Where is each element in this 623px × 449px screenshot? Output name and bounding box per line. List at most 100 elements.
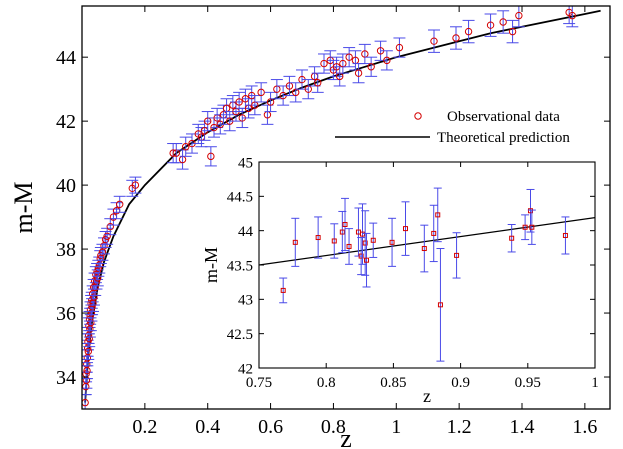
- data-point: [170, 143, 183, 164]
- data-point: [561, 216, 570, 255]
- data-marker: [292, 88, 300, 97]
- data-marker: [431, 230, 437, 236]
- data-marker: [430, 37, 438, 45]
- data-point: [201, 111, 214, 132]
- data-point: [420, 224, 429, 273]
- data-marker: [172, 149, 180, 157]
- data-marker: [358, 253, 364, 259]
- data-marker: [257, 88, 265, 97]
- data-layer: [259, 187, 595, 362]
- data-marker: [568, 11, 576, 20]
- data-marker: [529, 224, 535, 230]
- data-marker: [421, 246, 427, 252]
- data-marker: [88, 302, 96, 311]
- data-point: [204, 146, 217, 167]
- data-marker: [364, 257, 370, 263]
- data-marker: [464, 27, 473, 36]
- data-marker: [304, 85, 312, 93]
- data-point: [393, 37, 406, 58]
- legend-marker-observations: [414, 112, 422, 120]
- plot-frame: [81, 5, 611, 410]
- theory-curve: [259, 217, 595, 266]
- x-tick-label: 1: [391, 416, 401, 438]
- data-layer: [82, 6, 601, 409]
- data-marker: [345, 53, 353, 61]
- data-marker: [331, 238, 337, 244]
- x-tick-label: 0.8: [321, 416, 346, 438]
- y-axis-title: m-M: [9, 182, 38, 234]
- data-point: [336, 53, 349, 74]
- x-tick-label: 0.95: [515, 375, 541, 391]
- x-tick-label: 1.4: [510, 416, 535, 438]
- data-marker: [383, 56, 391, 65]
- data-point: [220, 98, 233, 119]
- x-tick-label: 0.2: [132, 416, 157, 438]
- y-tick-label: 42: [56, 111, 76, 133]
- data-point: [113, 195, 126, 213]
- data-point: [512, 6, 525, 28]
- data-point: [566, 6, 579, 28]
- data-point: [302, 79, 315, 100]
- data-marker: [106, 222, 114, 231]
- data-marker: [522, 224, 528, 230]
- data-point: [365, 56, 378, 77]
- data-marker: [94, 264, 103, 272]
- data-point: [248, 95, 261, 116]
- y-tick-label: 34: [56, 367, 76, 389]
- x-tick-label: 0.4: [195, 416, 220, 438]
- data-point: [270, 79, 283, 100]
- data-point: [186, 133, 198, 154]
- data-marker: [103, 232, 111, 240]
- data-marker: [116, 200, 124, 209]
- data-marker: [361, 50, 369, 58]
- data-point: [345, 228, 354, 265]
- data-marker: [235, 98, 243, 106]
- data-marker: [515, 11, 523, 20]
- x-tick-label: 1: [591, 375, 599, 391]
- data-marker: [204, 117, 212, 125]
- data-point: [283, 75, 296, 97]
- data-point: [462, 19, 475, 44]
- data-marker: [389, 239, 395, 245]
- data-point: [433, 187, 442, 243]
- y-tick-label: 40: [56, 175, 76, 197]
- data-point: [507, 223, 516, 253]
- data-marker: [251, 101, 259, 109]
- y-tick-label: 42.5: [227, 327, 253, 343]
- data-marker: [362, 240, 368, 246]
- data-marker: [83, 366, 91, 375]
- y-tick-label: 44: [238, 224, 254, 240]
- data-point: [369, 222, 378, 258]
- data-marker: [207, 152, 215, 161]
- data-point: [126, 179, 139, 197]
- legend-label-observations: Observational data: [447, 109, 560, 125]
- data-marker: [182, 143, 190, 151]
- data-point: [374, 40, 387, 61]
- x-axis-title: z: [340, 424, 352, 449]
- data-point: [436, 248, 445, 362]
- data-point: [521, 214, 530, 241]
- y-tick-label: 38: [56, 239, 76, 261]
- data-marker: [435, 212, 441, 218]
- data-point: [179, 136, 192, 157]
- data-marker: [85, 334, 93, 343]
- data-marker: [87, 318, 95, 327]
- data-point: [357, 237, 366, 276]
- inset-plot: 0.75 0.8 0.85 0.9 0.95 1 42 42.5 43 43.5 44 44.5 45 z…: [201, 155, 599, 406]
- data-point: [330, 223, 339, 259]
- data-point: [264, 91, 277, 113]
- data-marker: [266, 98, 275, 106]
- data-point: [380, 50, 393, 71]
- y-tick-label: 44: [56, 47, 76, 69]
- y-tick-label: 43: [238, 293, 253, 309]
- data-point: [255, 82, 268, 103]
- data-point: [428, 29, 440, 53]
- x-tick-label: 0.8: [317, 375, 336, 391]
- data-marker: [280, 287, 286, 293]
- legend: Observational data Theoretical predictio…: [335, 109, 570, 146]
- data-point: [289, 82, 302, 103]
- data-marker: [314, 79, 322, 87]
- data-point: [82, 394, 92, 409]
- data-marker: [509, 235, 515, 241]
